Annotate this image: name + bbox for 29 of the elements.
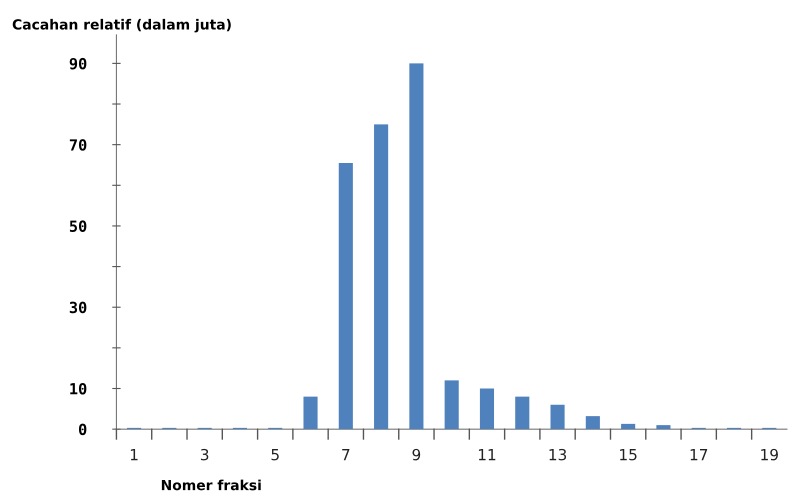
bar [409, 63, 424, 430]
y-axis-title: Cacahan relatif (dalam juta) [12, 18, 231, 32]
bar [303, 396, 318, 430]
x-tick-label: 7 [342, 449, 350, 460]
y-tick-label: 70 [70, 139, 86, 151]
x-tick-label: 9 [412, 448, 420, 460]
x-tick-label: 11 [478, 449, 496, 460]
y-tick-label: 50 [70, 220, 86, 232]
x-tick-label: 3 [200, 448, 208, 460]
bar [374, 124, 388, 430]
x-tick-label: 19 [761, 448, 778, 460]
bar [586, 416, 600, 430]
y-tick-label: 30 [70, 302, 86, 314]
y-tick-label: 0 [78, 424, 86, 436]
y-tick-label: 10 [70, 382, 86, 395]
bar [621, 424, 636, 430]
bar [550, 404, 565, 430]
y-tick-label: 90 [70, 58, 86, 70]
x-tick-label: 1 [130, 449, 138, 460]
x-tick-label: 17 [690, 449, 708, 460]
x-axis-title: Nomer fraksi [162, 480, 261, 490]
bar [480, 388, 494, 430]
x-tick-label: 15 [620, 449, 637, 460]
bar [515, 396, 530, 430]
bar [656, 425, 670, 430]
bar [444, 380, 459, 430]
x-tick-label: 13 [550, 448, 566, 460]
bar [338, 162, 353, 430]
x-tick-label: 5 [272, 449, 279, 460]
